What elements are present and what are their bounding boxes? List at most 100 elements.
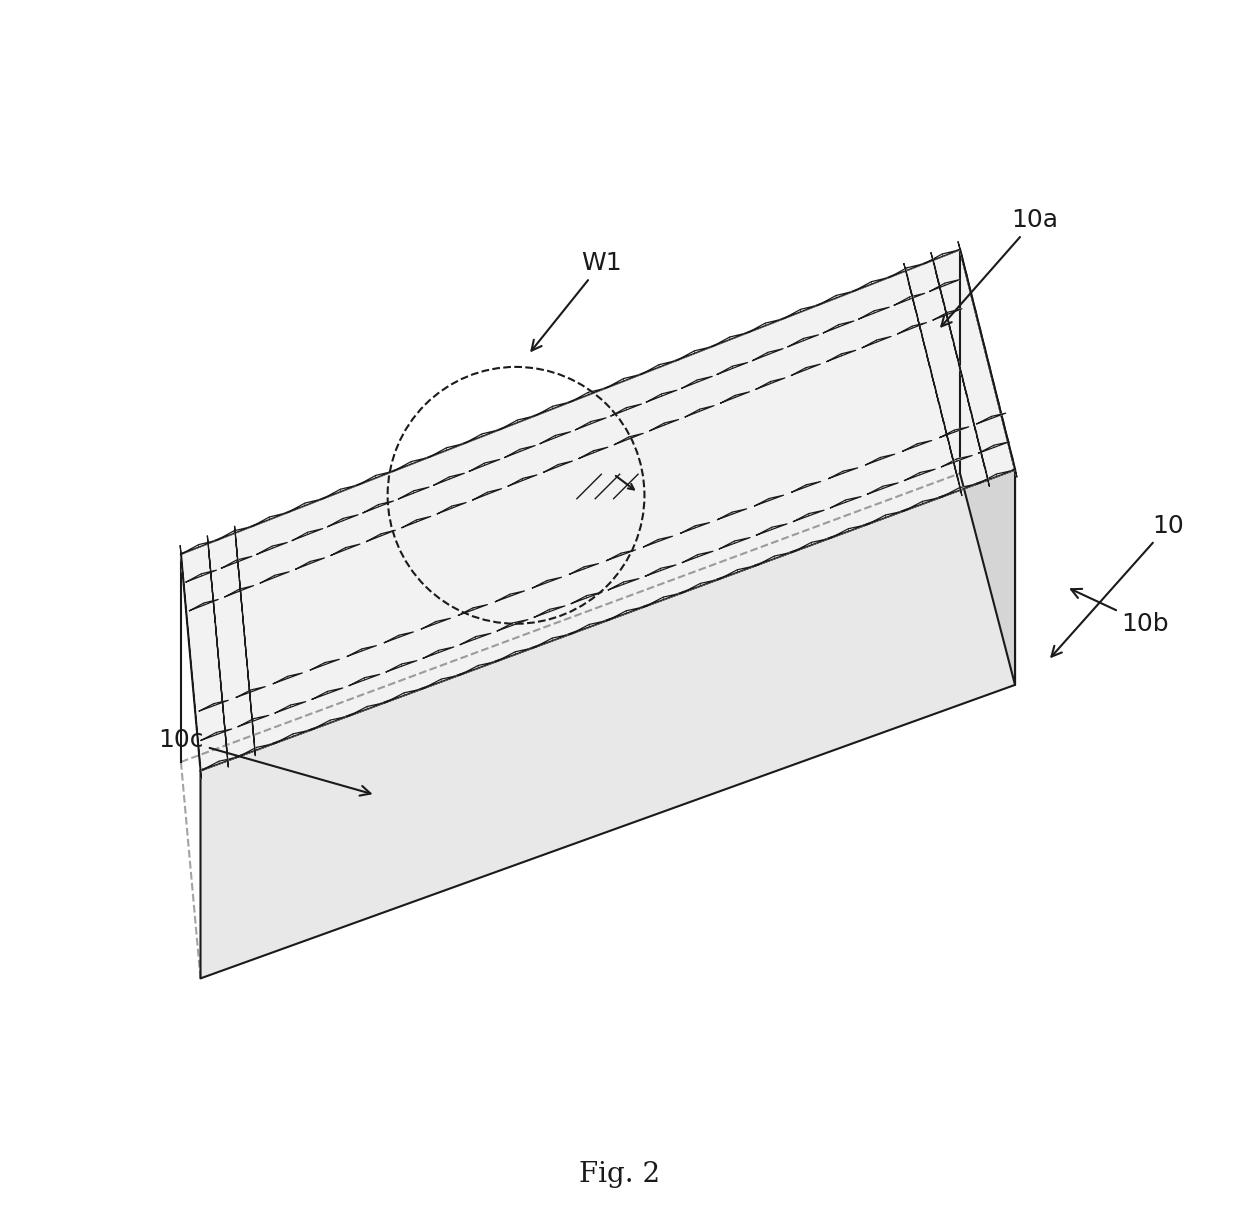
Polygon shape bbox=[999, 407, 1008, 440]
Polygon shape bbox=[978, 442, 1009, 453]
Polygon shape bbox=[972, 418, 980, 450]
Polygon shape bbox=[434, 473, 464, 486]
Polygon shape bbox=[859, 307, 889, 319]
Polygon shape bbox=[644, 536, 672, 547]
Polygon shape bbox=[718, 509, 746, 520]
Polygon shape bbox=[569, 564, 599, 575]
Polygon shape bbox=[277, 730, 309, 742]
Polygon shape bbox=[215, 608, 217, 641]
Polygon shape bbox=[646, 565, 676, 576]
Polygon shape bbox=[195, 708, 198, 742]
Polygon shape bbox=[753, 349, 782, 361]
Polygon shape bbox=[1008, 444, 1017, 477]
Text: 10b: 10b bbox=[1071, 589, 1169, 636]
Polygon shape bbox=[218, 527, 250, 539]
Polygon shape bbox=[472, 489, 501, 500]
Polygon shape bbox=[222, 556, 252, 569]
Polygon shape bbox=[537, 402, 569, 415]
Polygon shape bbox=[543, 461, 573, 472]
Polygon shape bbox=[959, 363, 966, 395]
Polygon shape bbox=[963, 382, 971, 413]
Polygon shape bbox=[239, 581, 242, 612]
Polygon shape bbox=[954, 345, 962, 377]
Polygon shape bbox=[217, 645, 221, 676]
Polygon shape bbox=[934, 308, 962, 320]
Polygon shape bbox=[1004, 426, 1012, 459]
Polygon shape bbox=[789, 335, 818, 346]
Polygon shape bbox=[207, 536, 211, 569]
Polygon shape bbox=[981, 334, 990, 367]
Polygon shape bbox=[682, 552, 713, 563]
Polygon shape bbox=[425, 675, 458, 687]
Polygon shape bbox=[193, 690, 196, 724]
Polygon shape bbox=[422, 619, 450, 629]
Polygon shape bbox=[572, 389, 604, 401]
Polygon shape bbox=[977, 437, 985, 468]
Polygon shape bbox=[260, 572, 289, 583]
Polygon shape bbox=[719, 538, 750, 549]
Polygon shape bbox=[936, 272, 944, 303]
Polygon shape bbox=[611, 404, 641, 416]
Polygon shape bbox=[325, 486, 356, 498]
Polygon shape bbox=[936, 393, 944, 422]
Text: Fig. 2: Fig. 2 bbox=[579, 1161, 661, 1188]
Polygon shape bbox=[898, 323, 926, 334]
Polygon shape bbox=[200, 701, 228, 711]
Polygon shape bbox=[722, 566, 754, 578]
Polygon shape bbox=[460, 634, 491, 645]
Polygon shape bbox=[759, 553, 790, 565]
Polygon shape bbox=[976, 316, 985, 349]
Polygon shape bbox=[253, 725, 255, 756]
Polygon shape bbox=[237, 686, 265, 697]
Polygon shape bbox=[606, 550, 635, 560]
Polygon shape bbox=[296, 558, 325, 569]
Polygon shape bbox=[203, 758, 236, 769]
Polygon shape bbox=[972, 297, 980, 330]
Polygon shape bbox=[869, 511, 901, 523]
Polygon shape bbox=[497, 620, 528, 631]
Polygon shape bbox=[187, 618, 190, 652]
Polygon shape bbox=[945, 429, 952, 459]
Polygon shape bbox=[347, 646, 376, 657]
Polygon shape bbox=[678, 347, 711, 360]
Polygon shape bbox=[962, 260, 971, 294]
Polygon shape bbox=[250, 707, 254, 737]
Polygon shape bbox=[866, 454, 895, 465]
Polygon shape bbox=[459, 604, 487, 615]
Polygon shape bbox=[862, 336, 892, 347]
Polygon shape bbox=[430, 444, 463, 456]
Polygon shape bbox=[791, 482, 821, 492]
Polygon shape bbox=[244, 635, 247, 665]
Polygon shape bbox=[536, 635, 568, 647]
Polygon shape bbox=[423, 647, 454, 658]
Polygon shape bbox=[222, 698, 224, 731]
Polygon shape bbox=[241, 598, 244, 630]
Polygon shape bbox=[275, 702, 306, 713]
Polygon shape bbox=[941, 455, 972, 467]
Polygon shape bbox=[720, 391, 749, 404]
Polygon shape bbox=[248, 670, 250, 702]
Polygon shape bbox=[930, 280, 960, 291]
Polygon shape bbox=[905, 470, 935, 481]
Polygon shape bbox=[828, 468, 858, 478]
Polygon shape bbox=[363, 501, 393, 512]
Polygon shape bbox=[182, 564, 185, 598]
Text: 10: 10 bbox=[1052, 514, 1184, 657]
Polygon shape bbox=[216, 626, 218, 659]
Polygon shape bbox=[926, 356, 935, 385]
Polygon shape bbox=[923, 338, 930, 367]
Polygon shape bbox=[201, 729, 232, 740]
Polygon shape bbox=[894, 294, 925, 306]
Polygon shape bbox=[994, 389, 1003, 422]
Polygon shape bbox=[234, 526, 237, 558]
Polygon shape bbox=[181, 249, 1016, 770]
Polygon shape bbox=[926, 251, 959, 263]
Polygon shape bbox=[505, 445, 536, 457]
Polygon shape bbox=[496, 591, 525, 602]
Polygon shape bbox=[466, 430, 498, 443]
Polygon shape bbox=[955, 466, 962, 495]
Polygon shape bbox=[249, 689, 252, 719]
Text: 10a: 10a bbox=[941, 208, 1059, 327]
Polygon shape bbox=[967, 279, 976, 312]
Polygon shape bbox=[463, 662, 495, 674]
